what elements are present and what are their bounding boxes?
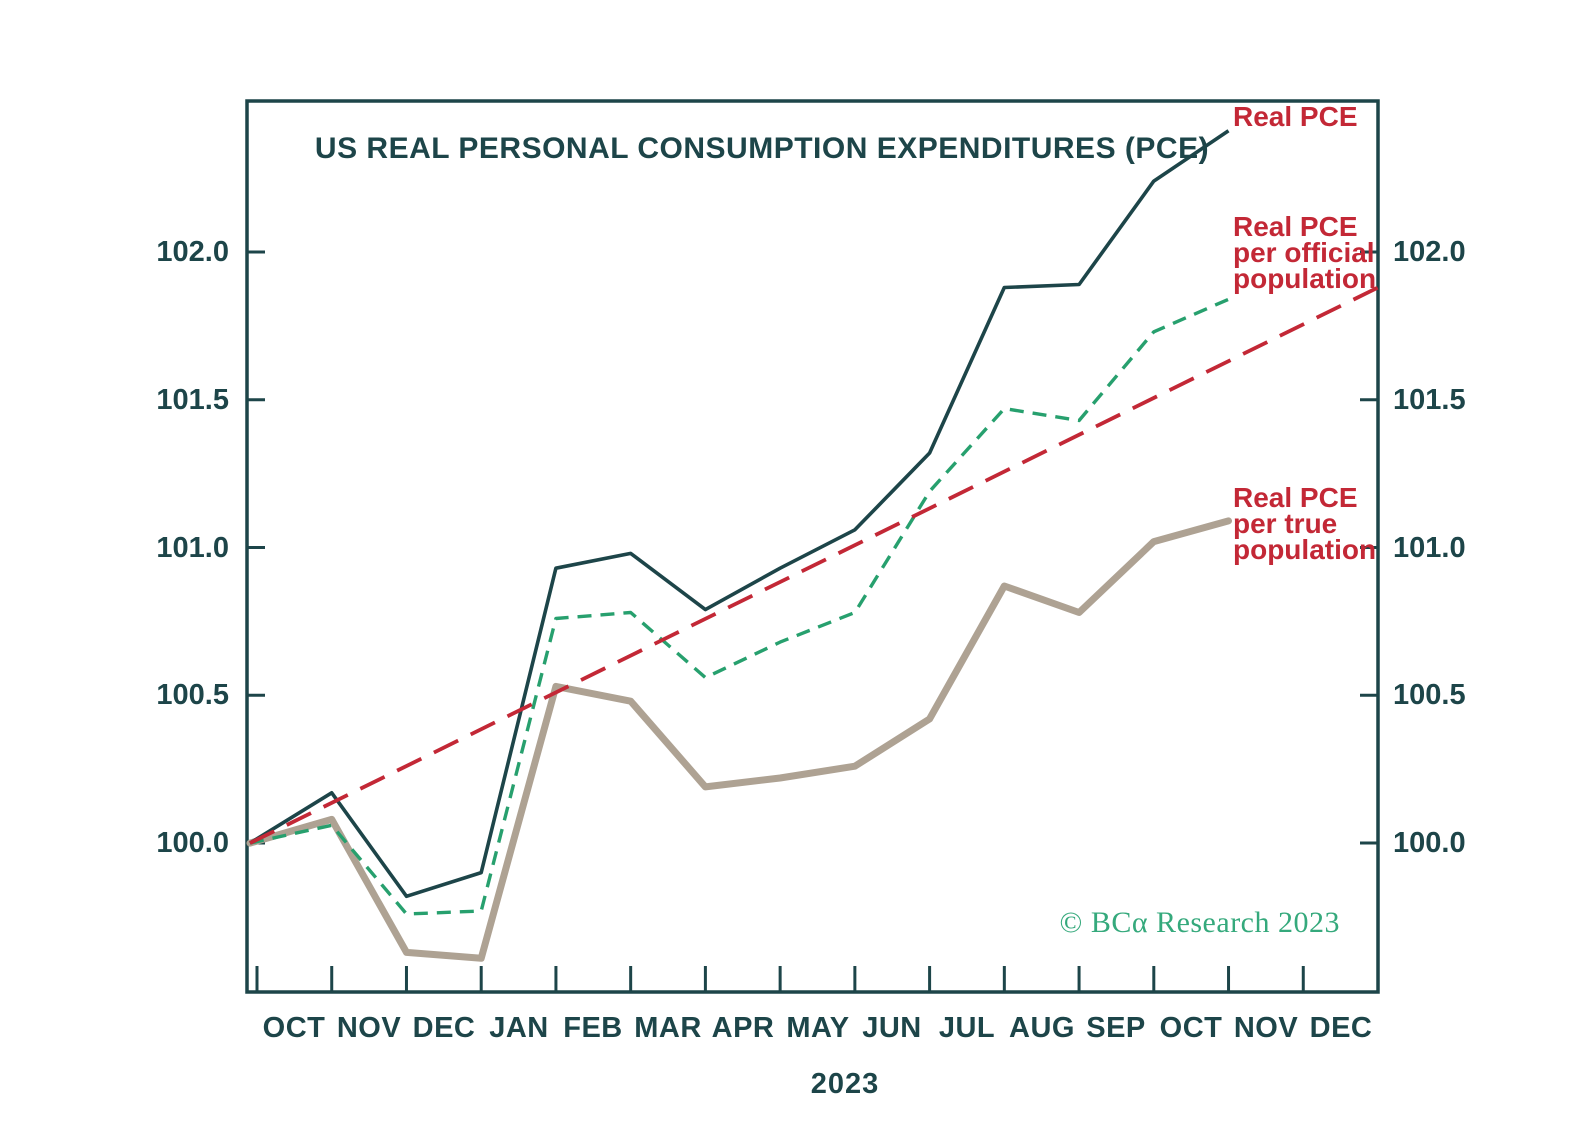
- annotation-label-real-pce: Real PCE: [1233, 101, 1358, 132]
- x-axis-month-label: JAN: [489, 1012, 549, 1044]
- series-line-real_pce: [249, 129, 1230, 899]
- x-axis-month-label: JUL: [938, 1012, 996, 1044]
- y-axis-label-left: 102.0: [156, 236, 229, 268]
- annotation-line: population: [1233, 534, 1377, 565]
- x-axis-month-label: DEC: [412, 1012, 476, 1044]
- annotation-line: per true: [1233, 508, 1338, 539]
- x-axis-month-label: DEC: [1309, 1012, 1373, 1044]
- y-axis-label-left: 100.5: [156, 679, 229, 711]
- y-axis-label-left: 100.0: [156, 827, 229, 859]
- x-axis-month-label: NOV: [336, 1012, 402, 1044]
- y-axis-label-right: 100.5: [1393, 679, 1466, 711]
- annotation-line: population: [1233, 263, 1377, 294]
- annotation-label-real-pce-per-true-population: Real PCE per true population: [1233, 482, 1377, 565]
- annotation-line: Real PCE: [1233, 482, 1358, 513]
- annotation-label-real-pce-per-official-population: Real PCE per official population: [1233, 211, 1377, 294]
- y-axis-label-right: 101.5: [1393, 384, 1466, 416]
- x-axis-month-label: FEB: [563, 1012, 623, 1044]
- chart-title: US REAL PERSONAL CONSUMPTION EXPENDITURE…: [314, 132, 1210, 165]
- series-line-real_pce_per_true_population: [246, 517, 1232, 962]
- x-axis-month-label: AUG: [1009, 1012, 1075, 1044]
- y-axis-label-right: 101.0: [1393, 532, 1466, 564]
- y-axis-label-right: 102.0: [1393, 236, 1466, 268]
- x-axis-month-label: SEP: [1086, 1012, 1146, 1044]
- x-axis-month-label: MAR: [634, 1012, 702, 1044]
- y-axis-label-left: 101.5: [156, 384, 229, 416]
- copyright-text: © BCα Research 2023: [1059, 906, 1340, 939]
- annotation-line: Real PCE: [1233, 211, 1358, 242]
- x-axis-month-label: MAY: [786, 1012, 850, 1044]
- annotation-line: Real PCE: [1233, 101, 1358, 132]
- annotation-line: per official: [1233, 237, 1375, 268]
- x-axis-month-label: APR: [711, 1012, 775, 1044]
- x-axis-year-label: 2023: [810, 1068, 880, 1100]
- x-axis-month-label: JUN: [862, 1012, 922, 1044]
- y-axis-label-right: 100.0: [1393, 827, 1466, 859]
- x-axis-month-label: NOV: [1233, 1012, 1299, 1044]
- x-axis-month-label: OCT: [1159, 1012, 1223, 1044]
- series-line-trend_line_dashed_red: [249, 285, 1379, 845]
- series-line-real_pce_per_official_population: [249, 297, 1230, 916]
- y-axis-label-left: 101.0: [156, 532, 229, 564]
- x-axis-month-label: OCT: [262, 1012, 326, 1044]
- plot-border: [245, 99, 1380, 994]
